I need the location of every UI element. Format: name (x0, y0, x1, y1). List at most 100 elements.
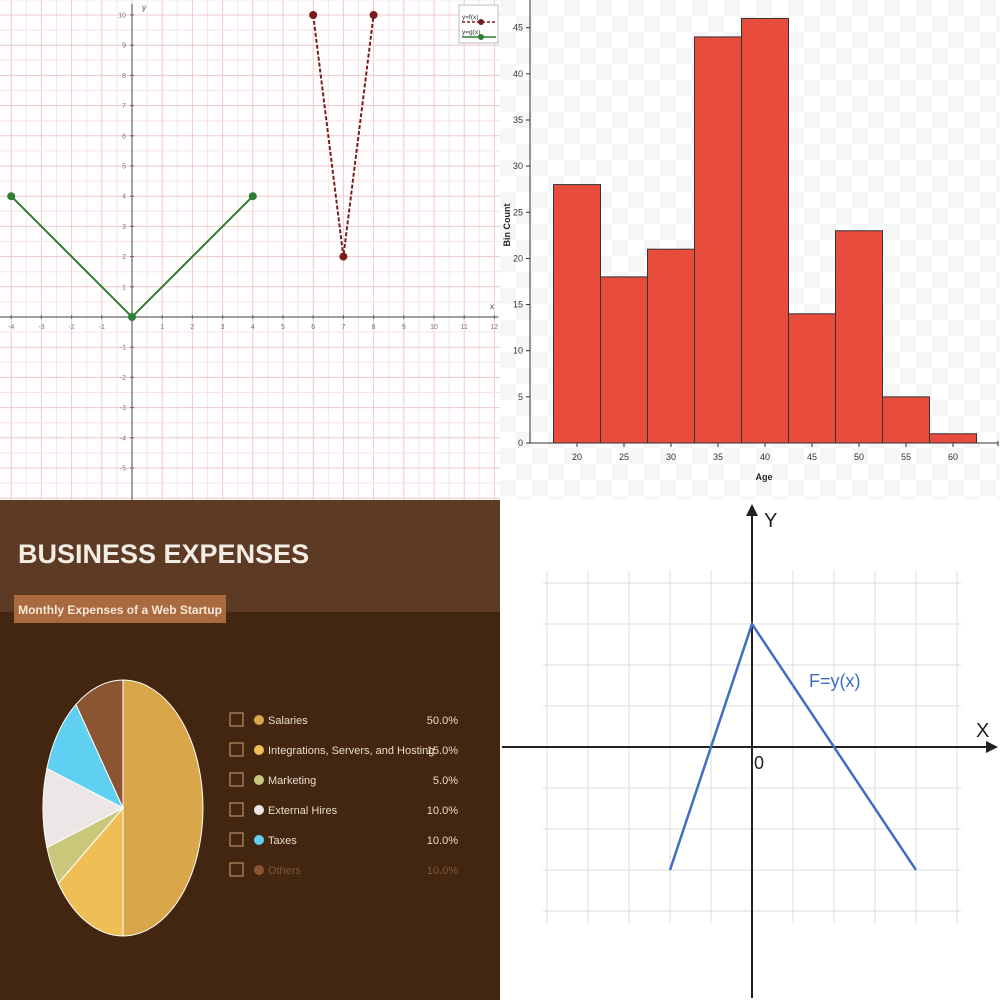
legend-value: 15.0% (427, 745, 458, 757)
checker-cell (532, 160, 548, 176)
checker-cell (532, 480, 548, 496)
checker-cell (948, 0, 964, 16)
checker-cell (516, 464, 532, 480)
checker-cell (996, 80, 1000, 96)
checker-cell (916, 96, 932, 112)
checker-cell (836, 496, 852, 500)
checker-cell (836, 80, 852, 96)
checker-cell (932, 400, 948, 416)
checker-cell (516, 112, 532, 128)
pie-slice (122, 679, 204, 937)
legend-value: 50.0% (427, 715, 458, 727)
checker-cell (820, 224, 836, 240)
checker-cell (980, 160, 996, 176)
checker-cell (788, 192, 804, 208)
checker-cell (788, 96, 804, 112)
checker-cell (852, 128, 868, 144)
checker-cell (948, 288, 964, 304)
checker-cell (868, 176, 884, 192)
y-tick-label: 4 (122, 194, 126, 201)
x-tick-label: -4 (8, 324, 14, 331)
checker-cell (612, 80, 628, 96)
checker-cell (500, 64, 516, 80)
checker-cell (964, 80, 980, 96)
checker-cell (996, 464, 1000, 480)
legend-label: y=f(x) (462, 14, 478, 21)
checker-cell (884, 288, 900, 304)
checker-cell (788, 0, 804, 16)
legend-swatch (254, 715, 264, 725)
checker-cell (980, 256, 996, 272)
x-tick-label: 12 (491, 324, 499, 331)
checker-cell (964, 48, 980, 64)
origin-label: 0 (754, 753, 764, 773)
checker-cell (948, 256, 964, 272)
piecewise-function-chart-panel: x y -4 -3 -2 -1 1 2 3 4 5 6 7 8 9 10 11 12 10 9 8 7 6 5 4 3 2 1 -1 -2… (0, 0, 500, 500)
checker-cell (660, 480, 676, 496)
checker-cell (596, 0, 612, 16)
checker-cell (884, 224, 900, 240)
checker-cell (868, 144, 884, 160)
legend-value: 10.0% (427, 835, 458, 847)
checker-cell (804, 208, 820, 224)
series-point-1 (369, 11, 378, 19)
checker-cell (788, 480, 804, 496)
checker-cell (580, 80, 596, 96)
linear-function-chart-panel: X Y 0 F=y(x) (500, 500, 1000, 1000)
checker-cell (932, 336, 948, 352)
y-tick-label: -2 (120, 375, 126, 382)
checker-cell (628, 96, 644, 112)
checker-cell (804, 240, 820, 256)
checker-cell (948, 96, 964, 112)
checker-cell (676, 176, 692, 192)
checker-cell (932, 16, 948, 32)
legend-label: Others (268, 865, 302, 877)
checker-cell (580, 144, 596, 160)
checker-cell (660, 192, 676, 208)
checker-cell (980, 96, 996, 112)
chart-subtitle: Monthly Expenses of a Web Startup (18, 603, 222, 617)
legend-swatch (254, 805, 264, 815)
checker-cell (900, 336, 916, 352)
checker-cell (836, 464, 852, 480)
checker-cell (964, 464, 980, 480)
checker-cell (852, 160, 868, 176)
checker-cell (708, 496, 724, 500)
series-point-1 (339, 252, 348, 261)
y-tick-label: -1 (120, 345, 126, 352)
cloud-icon (229, 742, 244, 757)
checker-cell (500, 96, 516, 112)
checker-cell (996, 144, 1000, 160)
checker-cell (644, 16, 660, 32)
checker-cell (580, 496, 596, 500)
checker-cell (804, 48, 820, 64)
checker-cell (820, 448, 836, 464)
checker-cell (628, 448, 644, 464)
y-tick-label: -5 (120, 466, 126, 473)
y-tick-label: -4 (120, 435, 126, 442)
checker-cell (500, 0, 516, 16)
checker-cell (500, 320, 516, 336)
checker-cell (804, 144, 820, 160)
checker-cell (676, 112, 692, 128)
checker-cell (964, 176, 980, 192)
checker-cell (884, 384, 900, 400)
checker-cell (548, 464, 564, 480)
legend-label: y=g(x) (462, 29, 480, 36)
y-tick-label: 7 (122, 103, 126, 110)
checker-cell (788, 256, 804, 272)
checker-cell (996, 272, 1000, 288)
checker-cell (884, 96, 900, 112)
x-tick-label: 7 (341, 324, 345, 331)
checker-cell (948, 192, 964, 208)
legend-label: Marketing (268, 775, 316, 787)
legend-value: 10.0% (427, 805, 458, 817)
checker-cell (772, 496, 788, 500)
checker-cell (820, 64, 836, 80)
histogram-bar (553, 184, 601, 444)
checker-cell (628, 0, 644, 16)
legend-label: Taxes (268, 835, 297, 847)
checker-cell (532, 0, 548, 16)
checker-cell (884, 448, 900, 464)
checker-cell (772, 464, 788, 480)
